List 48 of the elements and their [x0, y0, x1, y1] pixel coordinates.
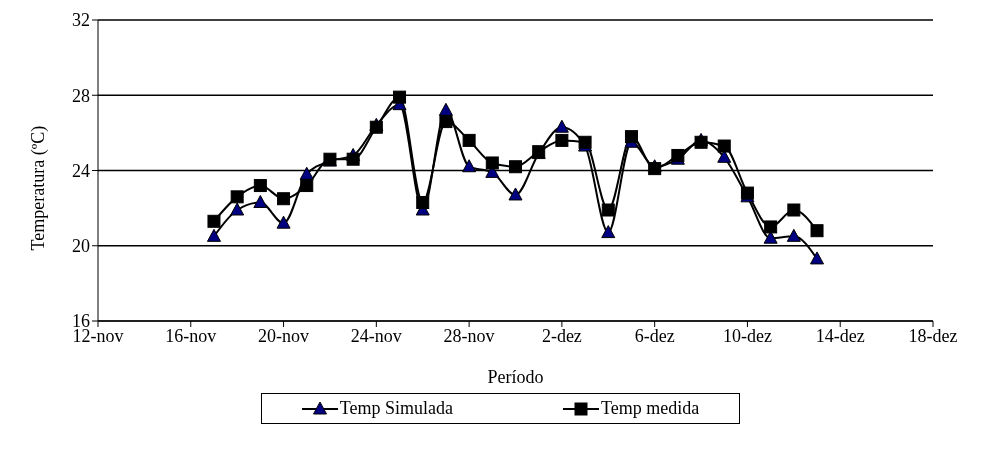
point — [253, 179, 267, 193]
point — [416, 195, 430, 209]
point — [438, 102, 453, 116]
point — [393, 90, 407, 104]
x-axis-title: Período — [487, 367, 544, 387]
point — [554, 119, 569, 133]
point — [717, 139, 731, 153]
point — [346, 152, 360, 166]
point — [601, 203, 615, 217]
point — [810, 251, 825, 265]
point — [462, 159, 477, 173]
point — [253, 194, 268, 208]
point — [230, 202, 245, 216]
point — [786, 228, 801, 242]
point — [764, 220, 778, 234]
x-tick-label: 28-nov — [443, 325, 495, 346]
x-tick-label: 20-nov — [258, 325, 310, 346]
point — [439, 115, 453, 129]
point — [787, 203, 801, 217]
point — [230, 190, 244, 204]
point — [299, 166, 314, 180]
y-tick-label: 24 — [72, 160, 90, 181]
point — [277, 192, 291, 206]
point — [601, 225, 616, 239]
point — [508, 187, 523, 201]
point — [810, 224, 824, 238]
x-tick-label: 2-dez — [541, 325, 582, 346]
y-tick-label: 32 — [72, 10, 90, 31]
point — [624, 130, 638, 144]
x-tick-label: 18-dez — [908, 325, 958, 346]
point — [207, 214, 221, 228]
x-tick-label: 24-nov — [350, 325, 402, 346]
y-tick-label: 20 — [72, 236, 90, 257]
point — [485, 156, 499, 170]
x-tick-label: 16-nov — [165, 325, 217, 346]
x-tick-label: 6-dez — [634, 325, 675, 346]
x-tick-label: 10-dez — [722, 325, 772, 346]
y-axis-title: Temperatura (ºC) — [28, 125, 50, 251]
point — [276, 215, 291, 229]
legend-label: Temp Simulada — [339, 398, 453, 419]
legend-label: Temp medida — [601, 398, 700, 419]
point — [509, 160, 522, 174]
x-tick-label: 14-dez — [815, 325, 865, 346]
point — [300, 179, 314, 193]
point — [555, 133, 569, 147]
y-tick-label: 28 — [72, 85, 90, 106]
point — [462, 133, 476, 147]
point — [206, 228, 221, 242]
